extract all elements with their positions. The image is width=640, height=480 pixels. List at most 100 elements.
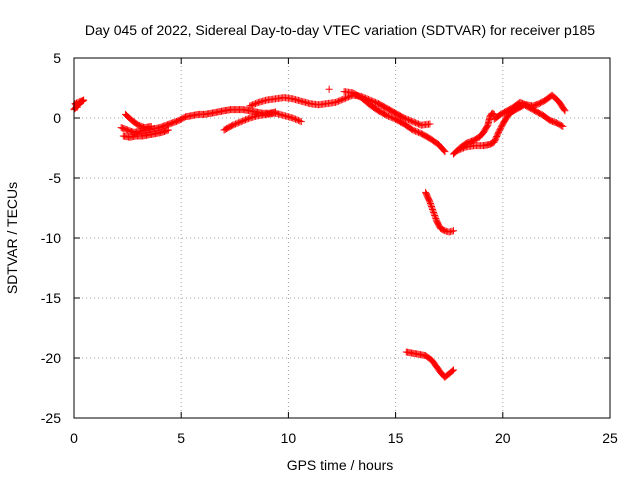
data-point: [459, 144, 467, 152]
data-point: [560, 106, 568, 114]
data-point: [293, 116, 301, 124]
data-point: [80, 96, 88, 104]
data-point: [426, 120, 434, 128]
data-point: [429, 207, 437, 215]
data-point: [232, 120, 240, 128]
data-point: [246, 102, 254, 110]
data-point: [147, 122, 155, 130]
data-point: [337, 96, 345, 104]
data-point: [431, 213, 439, 221]
data-point: [289, 114, 297, 122]
data-point: [429, 206, 437, 213]
data-point: [164, 126, 172, 134]
data-point: [249, 101, 257, 109]
data-point: [414, 128, 422, 136]
data-point: [386, 113, 394, 121]
data-point: [250, 100, 258, 108]
data-point: [561, 107, 569, 115]
data-point: [427, 201, 435, 209]
data-point: [412, 119, 420, 127]
data-point: [332, 98, 340, 106]
data-point: [441, 148, 449, 156]
data-point: [247, 101, 255, 109]
y-tick-label: -10: [41, 230, 61, 246]
data-point: [230, 121, 238, 129]
data-point: [296, 117, 304, 125]
data-point: [339, 95, 347, 103]
data-point: [461, 143, 469, 151]
data-point: [383, 112, 391, 120]
data-point: [252, 100, 260, 108]
axis-ticks: 0 5 10 15 20 25 5 0 -5 -10 -15 -20 -25: [41, 50, 618, 446]
data-point: [333, 98, 341, 106]
y-axis-label: SDTVAR / TECUs: [4, 182, 20, 294]
data-point: [428, 203, 436, 210]
data-point: [234, 119, 242, 127]
data-point: [336, 97, 344, 105]
data-point: [334, 97, 342, 105]
data-point: [384, 112, 392, 120]
y-tick-label: -25: [41, 410, 61, 426]
data-point: [409, 126, 417, 134]
grid: [74, 58, 610, 418]
x-axis-label: GPS time / hours: [287, 457, 394, 473]
data-point: [253, 99, 261, 107]
data-point: [454, 146, 462, 154]
y-tick-label: 0: [53, 110, 61, 126]
data-point: [409, 118, 417, 126]
data-point: [297, 118, 305, 126]
data-point: [372, 98, 380, 106]
data-point: [340, 95, 348, 103]
data-point: [75, 98, 83, 106]
data-point: [294, 116, 302, 124]
x-tick-label: 20: [495, 430, 511, 446]
data-point: [426, 198, 434, 206]
data-point: [430, 209, 438, 216]
data-point: [402, 115, 410, 123]
data-point: [426, 200, 434, 207]
x-tick-label: 25: [602, 430, 618, 446]
data-points: [70, 85, 569, 381]
data-point: [244, 115, 252, 123]
data-point: [342, 94, 350, 102]
data-point: [78, 97, 86, 105]
data-point: [403, 115, 411, 123]
x-tick-label: 15: [388, 430, 404, 446]
data-point: [233, 119, 241, 127]
data-point: [449, 366, 457, 374]
data-point: [430, 210, 438, 218]
y-tick-label: -15: [41, 290, 61, 306]
data-point: [440, 147, 448, 155]
y-tick-label: 5: [53, 50, 61, 66]
data-point: [431, 212, 439, 219]
data-point: [414, 120, 422, 128]
x-tick-label: 10: [281, 430, 297, 446]
data-point: [292, 115, 300, 123]
data-point: [413, 119, 421, 127]
data-point: [242, 116, 250, 124]
data-point: [239, 117, 247, 125]
data-point: [370, 98, 378, 106]
x-tick-label: 5: [177, 430, 185, 446]
data-point: [458, 145, 466, 153]
data-point: [449, 227, 457, 235]
x-tick-label: 0: [70, 430, 78, 446]
data-point: [389, 114, 397, 122]
data-point: [489, 110, 497, 118]
data-point: [77, 97, 85, 105]
chart-title: Day 045 of 2022, Sidereal Day-to-day VTE…: [85, 22, 595, 38]
y-tick-label: -20: [41, 350, 61, 366]
data-point: [387, 113, 395, 121]
data-point: [406, 116, 414, 124]
data-point: [229, 121, 237, 129]
data-point: [413, 128, 421, 136]
data-point: [73, 103, 81, 111]
data-point: [290, 115, 298, 123]
data-point: [410, 118, 418, 126]
data-point: [558, 122, 566, 130]
data-point: [559, 122, 567, 130]
data-point: [457, 145, 465, 153]
data-point: [237, 118, 245, 126]
y-tick-label: -5: [49, 170, 62, 186]
